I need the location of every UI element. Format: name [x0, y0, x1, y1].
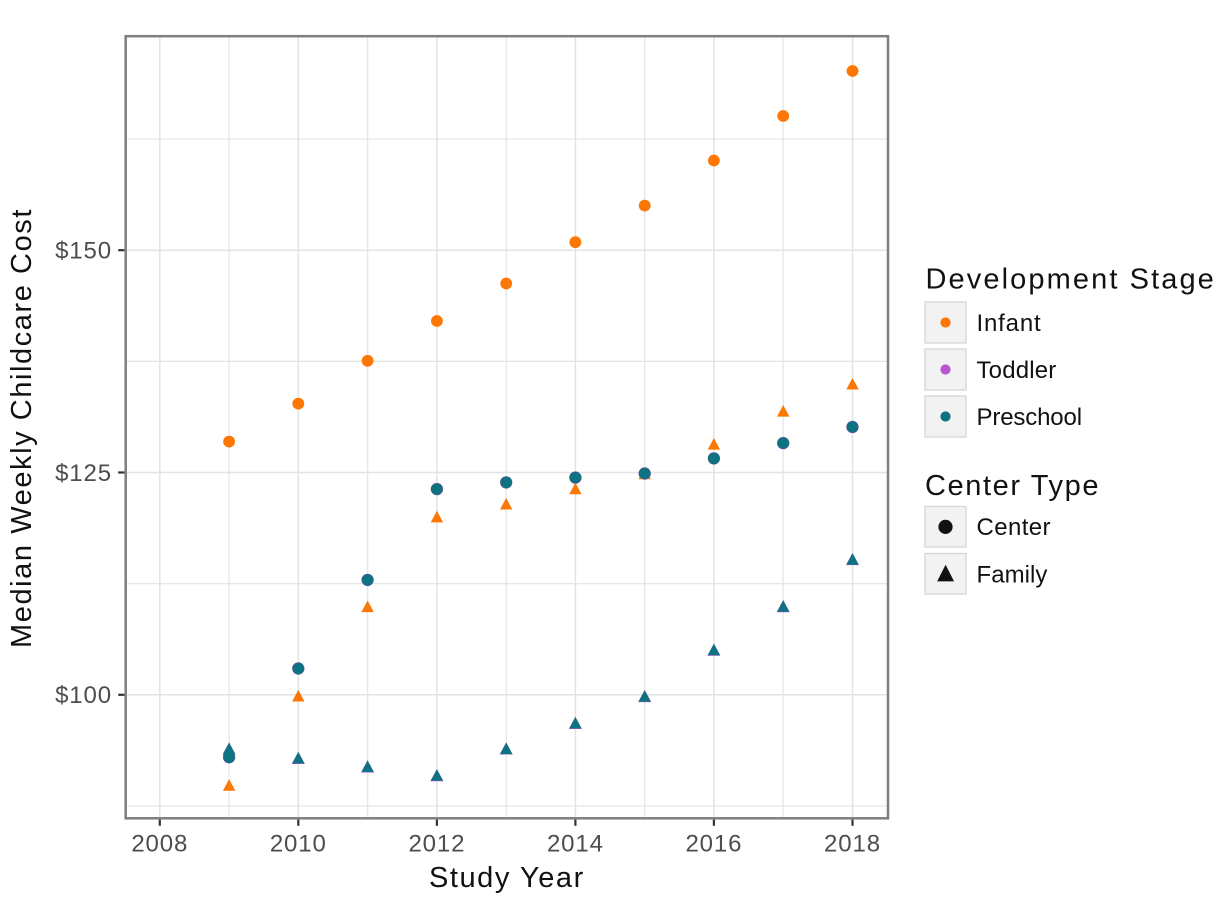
svg-text:Infant: Infant — [977, 310, 1042, 337]
svg-text:2012: 2012 — [408, 830, 465, 857]
svg-text:Median Weekly Childcare Cost: Median Weekly Childcare Cost — [6, 208, 38, 648]
svg-text:Family: Family — [977, 561, 1048, 588]
svg-text:2008: 2008 — [131, 830, 188, 857]
svg-text:$100: $100 — [55, 682, 112, 709]
svg-text:2010: 2010 — [270, 830, 327, 857]
svg-text:Development Stage: Development Stage — [926, 264, 1216, 296]
svg-text:$125: $125 — [55, 460, 112, 487]
svg-text:2014: 2014 — [547, 830, 604, 857]
svg-text:Study Year: Study Year — [429, 862, 585, 894]
svg-text:$150: $150 — [55, 238, 112, 265]
svg-text:Toddler: Toddler — [977, 357, 1057, 384]
svg-text:Center Type: Center Type — [925, 470, 1100, 502]
svg-text:Preschool: Preschool — [977, 404, 1082, 431]
svg-text:2016: 2016 — [685, 830, 742, 857]
svg-text:Center: Center — [977, 514, 1051, 541]
svg-text:2018: 2018 — [824, 830, 881, 857]
